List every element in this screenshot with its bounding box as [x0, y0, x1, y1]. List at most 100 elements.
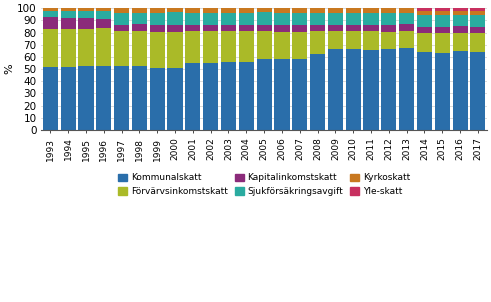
Bar	[79, 18, 94, 28]
Bar	[239, 31, 254, 62]
Bar	[203, 8, 218, 13]
Bar	[363, 25, 379, 31]
Bar	[257, 12, 272, 24]
Bar	[79, 11, 94, 18]
Bar	[435, 53, 450, 130]
Bar	[185, 13, 200, 25]
Bar	[43, 11, 58, 17]
Bar	[310, 31, 325, 54]
Bar	[346, 8, 361, 13]
Bar	[114, 8, 129, 13]
Bar	[470, 8, 486, 11]
Bar	[310, 54, 325, 130]
Bar	[60, 29, 76, 66]
Bar	[310, 25, 325, 31]
Bar	[132, 24, 147, 31]
Bar	[96, 11, 111, 19]
Bar	[239, 13, 254, 25]
Bar	[221, 25, 236, 31]
Bar	[96, 8, 111, 11]
Bar	[150, 8, 165, 13]
Bar	[470, 11, 486, 15]
Bar	[417, 33, 432, 52]
Bar	[257, 8, 272, 12]
Bar	[435, 8, 450, 11]
Bar	[203, 63, 218, 130]
Bar	[310, 8, 325, 13]
Bar	[167, 8, 183, 12]
Bar	[328, 13, 343, 25]
Bar	[257, 31, 272, 59]
Bar	[96, 66, 111, 130]
Bar	[221, 13, 236, 25]
Bar	[346, 31, 361, 50]
Bar	[435, 33, 450, 53]
Bar	[417, 27, 432, 33]
Bar	[43, 17, 58, 29]
Bar	[114, 25, 129, 31]
Bar	[346, 25, 361, 31]
Bar	[185, 63, 200, 130]
Bar	[470, 33, 486, 52]
Bar	[328, 31, 343, 50]
Bar	[203, 25, 218, 31]
Bar	[221, 62, 236, 130]
Bar	[435, 15, 450, 27]
Bar	[363, 31, 379, 50]
Bar	[167, 68, 183, 130]
Bar	[399, 13, 414, 24]
Bar	[79, 28, 94, 66]
Bar	[43, 67, 58, 130]
Bar	[150, 68, 165, 130]
Bar	[417, 8, 432, 11]
Bar	[274, 32, 290, 59]
Bar	[114, 13, 129, 25]
Bar	[203, 13, 218, 25]
Legend: Kommunalskatt, Förvärvsinkomstskatt, Kapitalinkomstskatt, Sjukförsäkringsavgift,: Kommunalskatt, Förvärvsinkomstskatt, Kap…	[118, 173, 410, 196]
Bar	[435, 27, 450, 33]
Bar	[239, 25, 254, 31]
Bar	[417, 52, 432, 130]
Bar	[382, 13, 396, 25]
Bar	[96, 27, 111, 66]
Bar	[292, 59, 307, 130]
Bar	[453, 8, 468, 11]
Bar	[470, 27, 486, 33]
Bar	[363, 50, 379, 130]
Bar	[382, 49, 396, 130]
Bar	[274, 25, 290, 32]
Bar	[382, 25, 396, 32]
Bar	[132, 66, 147, 130]
Bar	[453, 33, 468, 52]
Bar	[79, 66, 94, 130]
Bar	[310, 13, 325, 25]
Bar	[328, 50, 343, 130]
Bar	[185, 25, 200, 31]
Bar	[257, 59, 272, 130]
Bar	[60, 66, 76, 130]
Bar	[185, 8, 200, 13]
Bar	[150, 25, 165, 32]
Bar	[221, 31, 236, 62]
Bar	[79, 8, 94, 11]
Bar	[60, 18, 76, 29]
Bar	[470, 52, 486, 130]
Bar	[399, 48, 414, 130]
Bar	[60, 11, 76, 18]
Bar	[328, 25, 343, 31]
Bar	[150, 13, 165, 25]
Bar	[274, 13, 290, 25]
Bar	[399, 24, 414, 31]
Bar	[167, 12, 183, 25]
Bar	[274, 59, 290, 130]
Bar	[221, 8, 236, 13]
Bar	[185, 31, 200, 63]
Bar	[239, 8, 254, 13]
Bar	[417, 15, 432, 27]
Bar	[453, 15, 468, 27]
Bar	[435, 11, 450, 15]
Bar	[292, 32, 307, 59]
Bar	[43, 8, 58, 11]
Bar	[453, 52, 468, 130]
Bar	[150, 32, 165, 68]
